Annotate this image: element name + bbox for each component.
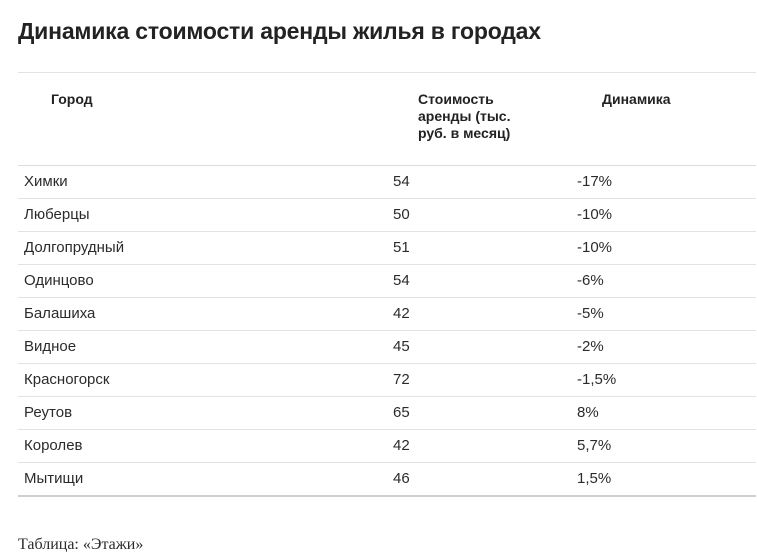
cell-cost: 45 xyxy=(393,338,410,355)
cell-cost: 72 xyxy=(393,371,410,388)
cell-dynamics: -17% xyxy=(577,173,613,190)
table-source-caption: Таблица: «Этажи» xyxy=(18,536,144,553)
cell-dynamics: -10% xyxy=(577,206,613,223)
cell-city: Люберцы xyxy=(24,206,90,223)
table-row: Люберцы 50 -10% xyxy=(18,199,756,232)
table-body: Химки 54 -17% Люберцы 50 -10% Долгопрудн… xyxy=(18,166,756,497)
cell-city: Долгопрудный xyxy=(24,239,125,256)
cell-dynamics: -6% xyxy=(577,272,604,289)
table-row: Долгопрудный 51 -10% xyxy=(18,232,756,265)
cell-dynamics: -2% xyxy=(577,338,604,355)
table-row: Мытищи 46 1,5% xyxy=(18,463,756,497)
cell-dynamics: -10% xyxy=(577,239,613,256)
cell-dynamics: 8% xyxy=(577,404,599,421)
table-row: Видное 45 -2% xyxy=(18,331,756,364)
cell-city: Королев xyxy=(24,437,83,454)
table-row: Одинцово 54 -6% xyxy=(18,265,756,298)
cell-cost: 54 xyxy=(393,173,410,190)
table-top-divider xyxy=(18,72,756,73)
table-header-row: Город Стоимость аренды (тыс. руб. в меся… xyxy=(18,73,756,166)
cell-cost: 65 xyxy=(393,404,410,421)
cell-city: Мытищи xyxy=(24,470,84,487)
cell-city: Видное xyxy=(24,338,77,355)
cell-cost: 42 xyxy=(393,437,410,454)
table-row: Королев 42 5,7% xyxy=(18,430,756,463)
header-dynamics: Динамика xyxy=(602,91,671,107)
rent-table: Город Стоимость аренды (тыс. руб. в меся… xyxy=(18,72,756,497)
page-title: Динамика стоимости аренды жилья в города… xyxy=(18,18,541,44)
cell-city: Одинцово xyxy=(24,272,94,289)
cell-cost: 50 xyxy=(393,206,410,223)
cell-cost: 54 xyxy=(393,272,410,289)
cell-city: Красногорск xyxy=(24,371,110,388)
table-row: Красногорск 72 -1,5% xyxy=(18,364,756,397)
cell-city: Химки xyxy=(24,173,68,190)
header-city: Город xyxy=(51,91,93,107)
table-row: Химки 54 -17% xyxy=(18,166,756,199)
cell-dynamics: 5,7% xyxy=(577,437,612,454)
cell-city: Реутов xyxy=(24,404,73,421)
cell-dynamics: -1,5% xyxy=(577,371,617,388)
cell-cost: 42 xyxy=(393,305,410,322)
header-cost: Стоимость аренды (тыс. руб. в месяц) xyxy=(418,91,511,141)
cell-city: Балашиха xyxy=(24,305,96,322)
cell-dynamics: -5% xyxy=(577,305,604,322)
table-row: Балашиха 42 -5% xyxy=(18,298,756,331)
cell-cost: 51 xyxy=(393,239,410,256)
cell-cost: 46 xyxy=(393,470,410,487)
cell-dynamics: 1,5% xyxy=(577,470,612,487)
table-row: Реутов 65 8% xyxy=(18,397,756,430)
article-page: Динамика стоимости аренды жилья в города… xyxy=(18,0,756,553)
